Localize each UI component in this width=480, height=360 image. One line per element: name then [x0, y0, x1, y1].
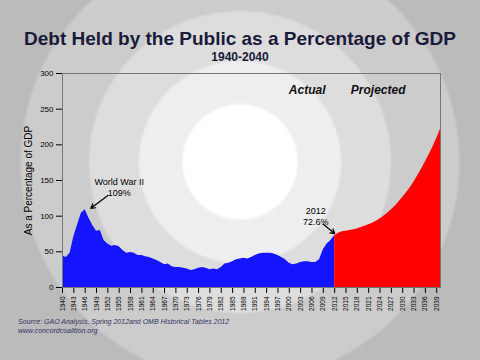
- svg-text:0: 0: [49, 283, 54, 292]
- svg-text:2039: 2039: [433, 296, 440, 311]
- svg-text:50: 50: [45, 247, 54, 256]
- svg-text:150: 150: [40, 176, 54, 185]
- svg-text:1943: 1943: [70, 296, 77, 311]
- svg-text:1997: 1997: [274, 296, 281, 311]
- svg-text:1970: 1970: [172, 296, 179, 311]
- svg-text:1973: 1973: [183, 296, 190, 311]
- svg-text:1940: 1940: [59, 296, 66, 311]
- svg-text:1967: 1967: [161, 296, 168, 311]
- svg-text:Actual: Actual: [288, 83, 326, 97]
- svg-text:2009: 2009: [319, 296, 326, 311]
- svg-text:Projected: Projected: [351, 83, 406, 97]
- svg-text:1952: 1952: [104, 296, 111, 311]
- svg-text:1982: 1982: [217, 296, 224, 311]
- html-text:Debt Held by the Public as a P: Debt Held by the Public as a Percentage …: [24, 28, 456, 49]
- svg-text:2036: 2036: [421, 296, 428, 311]
- svg-text:1946: 1946: [81, 296, 88, 311]
- svg-text:1964: 1964: [149, 296, 156, 311]
- svg-text:100: 100: [40, 212, 54, 221]
- svg-text:1976: 1976: [195, 296, 202, 311]
- svg-text:1985: 1985: [229, 296, 236, 311]
- svg-text:2018: 2018: [353, 296, 360, 311]
- svg-text:1991: 1991: [251, 296, 258, 311]
- svg-text:1949: 1949: [93, 296, 100, 311]
- svg-text:2012: 2012: [331, 296, 338, 311]
- svg-text:2030: 2030: [399, 296, 406, 311]
- svg-text:2000: 2000: [285, 296, 292, 311]
- svg-text:2006: 2006: [308, 296, 315, 311]
- svg-text:World War II: World War II: [94, 177, 144, 187]
- svg-text:250: 250: [40, 105, 54, 114]
- html-text:www.concordcoalition.org: www.concordcoalition.org: [18, 327, 98, 334]
- svg-text:2033: 2033: [410, 296, 417, 311]
- svg-text:1961: 1961: [138, 296, 145, 311]
- svg-text:1955: 1955: [115, 296, 122, 311]
- svg-text:2021: 2021: [365, 296, 372, 311]
- svg-text:2015: 2015: [342, 296, 349, 311]
- svg-text:109%: 109%: [108, 188, 131, 198]
- svg-text:1994: 1994: [263, 296, 270, 311]
- svg-text:1988: 1988: [240, 296, 247, 311]
- svg-text:2024: 2024: [376, 296, 383, 311]
- svg-text:2003: 2003: [297, 296, 304, 311]
- svg-text:300: 300: [40, 69, 54, 78]
- svg-text:200: 200: [40, 140, 54, 149]
- svg-text:1979: 1979: [206, 296, 213, 311]
- svg-text:1958: 1958: [127, 296, 134, 311]
- svg-text:As a Percentage of GDP: As a Percentage of GDP: [23, 125, 34, 235]
- svg-text:2027: 2027: [387, 296, 394, 311]
- html-text:1940-2040: 1940-2040: [211, 50, 269, 64]
- svg-text:2012: 2012: [306, 206, 326, 216]
- html-text:Source: GAO Analysis, Spring 2: Source: GAO Analysis, Spring 2012and OMB…: [18, 318, 230, 325]
- svg-text:72.6%: 72.6%: [303, 217, 329, 227]
